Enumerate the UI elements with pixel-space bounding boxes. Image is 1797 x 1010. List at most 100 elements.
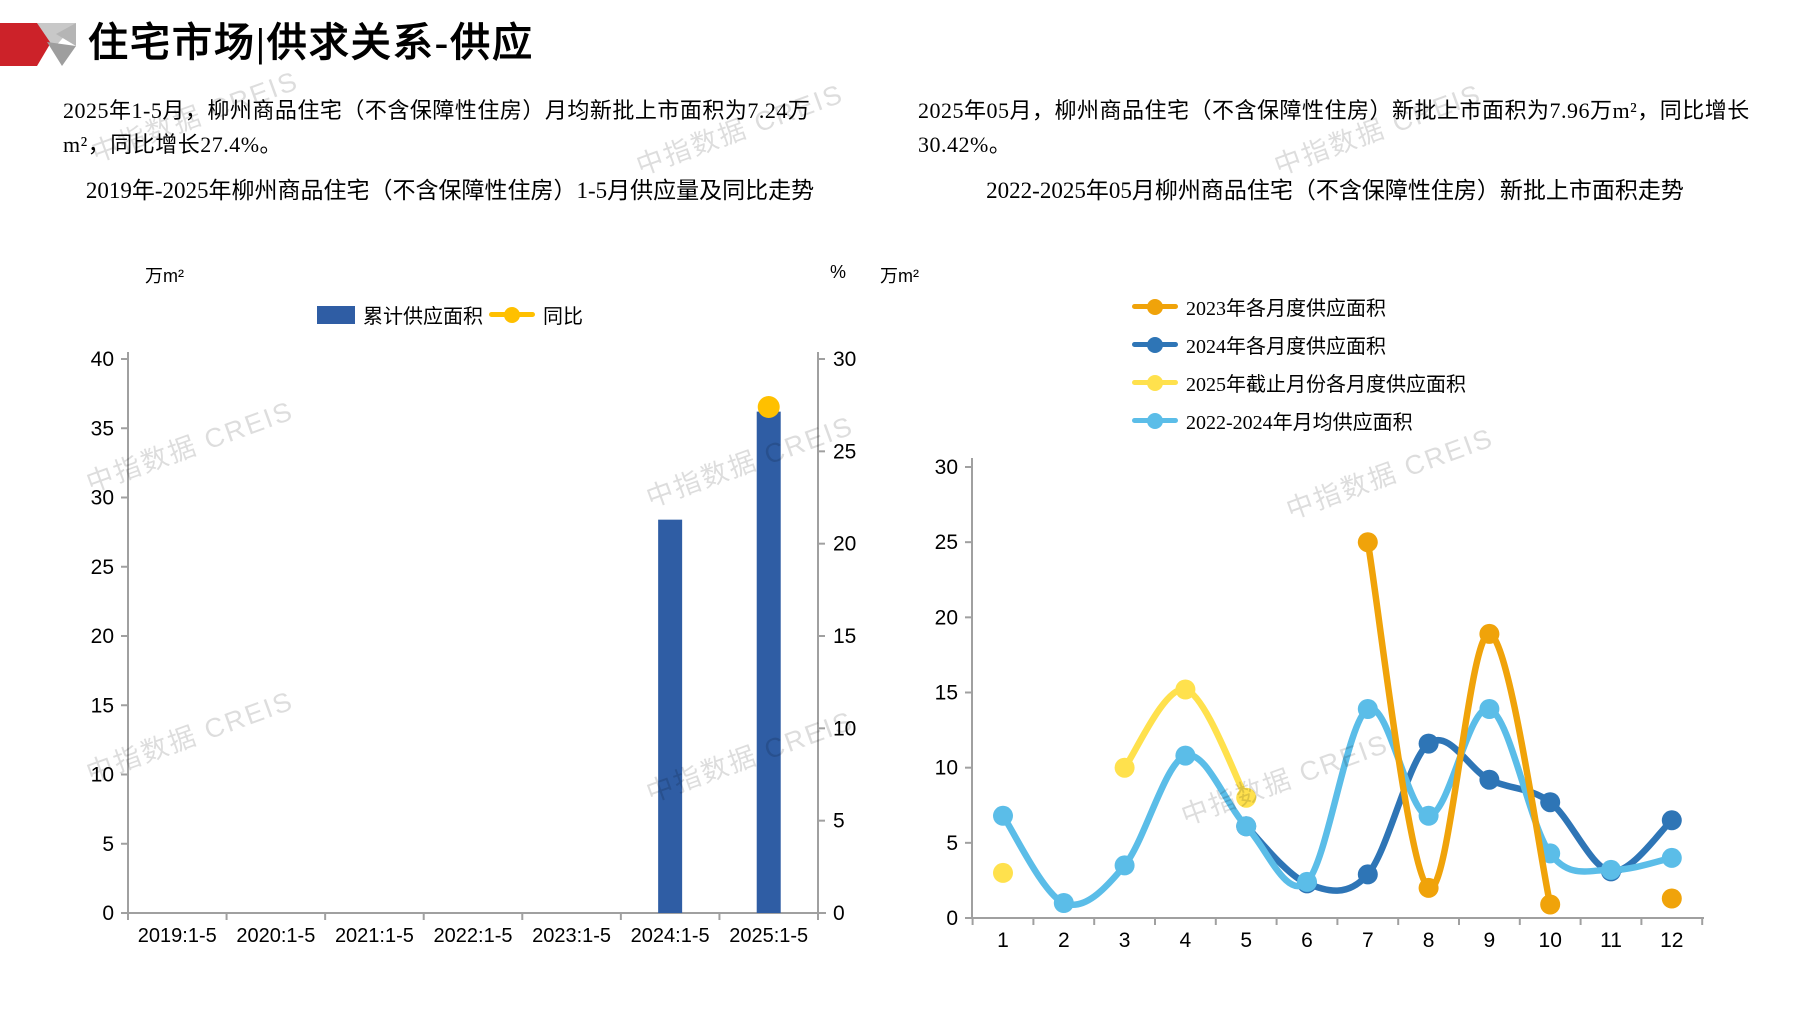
left-chart-unit-right: % xyxy=(830,262,847,282)
svg-text:15: 15 xyxy=(833,625,856,648)
svg-text:5: 5 xyxy=(102,833,114,856)
svg-text:12: 12 xyxy=(1660,929,1683,952)
data-point xyxy=(1114,757,1135,778)
data-point xyxy=(1479,699,1500,719)
legend-label: 2022-2024年月均供应面积 xyxy=(1186,412,1413,434)
data-point xyxy=(1053,893,1074,913)
svg-text:15: 15 xyxy=(935,682,958,705)
svg-text:5: 5 xyxy=(833,810,845,833)
data-point xyxy=(1418,877,1439,898)
data-point xyxy=(1236,787,1257,808)
svg-text:3: 3 xyxy=(1119,929,1131,952)
creis-logo-icon xyxy=(0,23,76,66)
svg-text:2021:1-5: 2021:1-5 xyxy=(335,925,414,947)
right-chart-title: 2022-2025年05月柳州商品住宅（不含保障性住房）新批上市面积走势 xyxy=(986,178,1684,203)
right-chart-unit: 万m² xyxy=(880,266,919,286)
svg-text:35: 35 xyxy=(91,417,114,440)
svg-text:0: 0 xyxy=(833,902,845,925)
legend-label: 同比 xyxy=(543,306,583,328)
svg-text:7: 7 xyxy=(1362,929,1374,952)
legend-item: 累计供应面积 xyxy=(317,300,483,329)
svg-text:30: 30 xyxy=(935,456,958,479)
svg-text:15: 15 xyxy=(91,694,114,717)
legend-label: 2023年各月度供应面积 xyxy=(1186,298,1386,320)
page-title: 住宅市场|供求关系-供应 xyxy=(88,20,535,65)
svg-text:25: 25 xyxy=(935,531,958,554)
plot-area: 0 5 10 15 20 25 30 35 40 0 5 10 15 20 25 30 2019:1-5 2020… xyxy=(91,348,857,947)
svg-text:20: 20 xyxy=(91,625,114,648)
svg-text:10: 10 xyxy=(91,764,114,787)
svg-text:2020:1-5: 2020:1-5 xyxy=(236,925,315,947)
series-2022-2024年月均供应面积 xyxy=(993,699,1682,913)
svg-text:1: 1 xyxy=(997,929,1009,952)
svg-text:2025:1-5: 2025:1-5 xyxy=(729,925,808,947)
bar-2025:1-5 xyxy=(756,411,781,913)
data-point xyxy=(1357,699,1378,719)
series-line xyxy=(1364,538,1554,908)
bar-swatch-icon xyxy=(317,305,355,324)
legend-label: 2024年各月度供应面积 xyxy=(1186,336,1386,358)
data-point xyxy=(1114,855,1135,876)
line-marker-icon xyxy=(1132,336,1178,353)
legend-item: 同比 xyxy=(489,300,583,329)
legend-label: 2025年截止月份各月度供应面积 xyxy=(1186,374,1466,396)
series-2025年截止月份各月度供应面积 xyxy=(993,679,1257,883)
data-point xyxy=(1540,894,1561,915)
data-point xyxy=(1418,805,1439,826)
data-point xyxy=(1479,769,1500,790)
svg-text:10: 10 xyxy=(833,717,856,740)
data-point xyxy=(1479,623,1500,644)
data-point xyxy=(1357,864,1378,885)
svg-text:25: 25 xyxy=(91,556,114,579)
svg-text:10: 10 xyxy=(1539,929,1562,952)
data-point xyxy=(1601,859,1621,880)
line-marker-icon xyxy=(489,306,535,323)
svg-text:6: 6 xyxy=(1301,929,1313,952)
legend-item: 2025年截止月份各月度供应面积 xyxy=(1132,368,1466,397)
data-point xyxy=(1661,847,1682,868)
svg-text:25: 25 xyxy=(833,440,856,463)
svg-text:2: 2 xyxy=(1058,929,1070,952)
right-chart-legend: 2023年各月度供应面积 2024年各月度供应面积 2025年截止月份各月度供应面积… xyxy=(1132,292,1466,435)
data-point xyxy=(1357,532,1378,553)
legend-label: 累计供应面积 xyxy=(363,306,483,328)
svg-text:20: 20 xyxy=(935,606,958,629)
svg-text:40: 40 xyxy=(91,348,114,371)
data-point xyxy=(1175,679,1196,700)
legend-item: 2023年各月度供应面积 xyxy=(1132,292,1386,321)
data-point xyxy=(1297,871,1317,892)
line-marker-icon xyxy=(1132,412,1178,429)
svg-text:0: 0 xyxy=(946,907,958,930)
series-2023年各月度供应面积 xyxy=(1357,532,1682,915)
svg-text:30: 30 xyxy=(91,487,114,510)
left-chart-title: 2019年-2025年柳州商品住宅（不含保障性住房）1-5月供应量及同比走势 xyxy=(85,178,815,203)
yoy-point-2025:1-5 xyxy=(757,396,780,419)
svg-text:10: 10 xyxy=(935,757,958,780)
svg-text:2019:1-5: 2019:1-5 xyxy=(138,925,217,947)
left-chart-legend: 累计供应面积 同比 xyxy=(60,300,840,329)
svg-text:4: 4 xyxy=(1180,929,1192,952)
svg-text:11: 11 xyxy=(1600,929,1622,952)
legend-item: 2024年各月度供应面积 xyxy=(1132,330,1386,359)
data-point xyxy=(993,862,1013,883)
line-marker-icon xyxy=(1132,374,1178,391)
svg-text:30: 30 xyxy=(833,348,856,371)
svg-text:2023:1-5: 2023:1-5 xyxy=(532,925,611,947)
svg-text:5: 5 xyxy=(1240,929,1252,952)
data-point xyxy=(1540,792,1561,813)
svg-text:0: 0 xyxy=(102,902,114,925)
legend-item: 2022-2024年月均供应面积 xyxy=(1132,406,1413,435)
svg-text:20: 20 xyxy=(833,533,856,556)
data-point xyxy=(1418,733,1439,754)
svg-text:5: 5 xyxy=(946,832,958,855)
supply-bar-chart: 0 5 10 15 20 25 30 35 40 0 5 10 15 20 25 30 2019:1-5 2020… xyxy=(91,348,857,947)
bar-2024:1-5 xyxy=(658,519,683,913)
line-marker-icon xyxy=(1132,298,1178,315)
data-point xyxy=(993,805,1013,826)
svg-text:9: 9 xyxy=(1484,929,1496,952)
data-point xyxy=(1540,843,1561,864)
left-chart-unit-left: 万m² xyxy=(145,266,184,286)
